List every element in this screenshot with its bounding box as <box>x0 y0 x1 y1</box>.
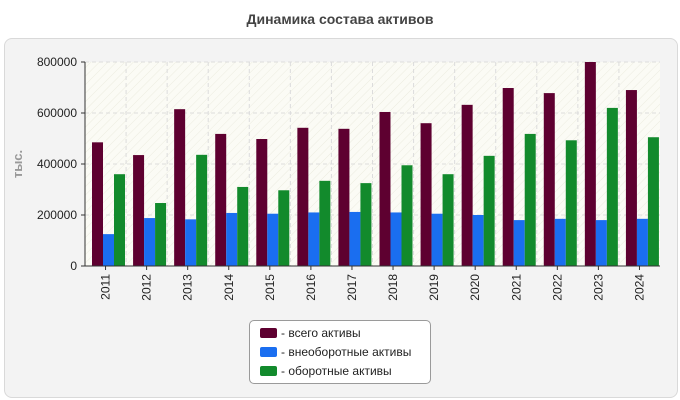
bar-current-2023 <box>606 107 618 267</box>
y-tick-label: 600000 <box>37 106 77 120</box>
bar-current-2016 <box>319 180 331 266</box>
legend-label-current: - оборотные активы <box>281 364 392 378</box>
x-tick-label: 2017 <box>345 274 359 301</box>
bar-current-2018 <box>401 165 413 266</box>
bar-total-2013 <box>174 109 186 266</box>
y-tick-label: 800000 <box>37 55 77 69</box>
y-tick-labels: 0 200000 400000 600000 800000 <box>37 55 85 273</box>
x-tick-label: 2012 <box>140 274 154 301</box>
legend-swatch-noncurrent <box>260 347 277 357</box>
legend-label-total: - всего активы <box>281 326 361 340</box>
grid-lines <box>85 61 660 266</box>
bar-current-2015 <box>278 190 290 266</box>
bar-total-2014 <box>215 133 227 266</box>
bar-noncurrent-2020 <box>472 215 484 266</box>
bar-total-2017 <box>338 128 350 266</box>
bar-noncurrent-2011 <box>103 234 114 266</box>
bar-total-2015 <box>256 139 268 266</box>
bar-total-2019 <box>420 123 432 266</box>
bar-total-2012 <box>133 155 145 266</box>
bar-current-2011 <box>114 174 125 266</box>
x-tick-label: 2015 <box>263 274 277 301</box>
x-tick-label: 2016 <box>304 274 318 301</box>
bar-total-2024 <box>625 90 637 266</box>
bar-noncurrent-2017 <box>349 211 361 266</box>
bar-noncurrent-2013 <box>185 219 197 266</box>
bar-noncurrent-2016 <box>308 212 320 266</box>
x-tick-label: 2024 <box>632 274 646 301</box>
x-tick-label: 2013 <box>181 274 195 301</box>
bar-total-2023 <box>584 62 596 266</box>
bar-noncurrent-2023 <box>595 220 607 266</box>
y-axis-label: тыс. <box>10 150 25 178</box>
bar-total-2016 <box>297 127 309 266</box>
y-tick-label: 200000 <box>37 208 77 222</box>
legend: - всего активы - внеоборотные активы - о… <box>249 320 431 384</box>
y-tick-label: 400000 <box>37 157 77 171</box>
bar-noncurrent-2024 <box>636 218 648 266</box>
bar-total-2018 <box>379 111 391 266</box>
bar-current-2022 <box>565 140 577 266</box>
bar-current-2019 <box>442 174 454 266</box>
x-tick-label: 2022 <box>550 274 564 301</box>
bar-noncurrent-2012 <box>144 218 156 266</box>
chart-title: Динамика состава активов <box>246 11 434 27</box>
bar-noncurrent-2018 <box>390 212 402 266</box>
bar-current-2024 <box>647 137 659 266</box>
x-tick-label: 2018 <box>386 274 400 301</box>
bar-noncurrent-2019 <box>431 213 443 266</box>
bar-noncurrent-2014 <box>226 212 238 266</box>
bar-total-2021 <box>502 88 514 266</box>
bar-total-2011 <box>92 142 103 266</box>
x-tick-label: 2021 <box>509 274 523 301</box>
legend-swatch-total <box>260 328 277 338</box>
bar-noncurrent-2022 <box>554 218 566 266</box>
bar-current-2013 <box>196 154 208 266</box>
bar-noncurrent-2021 <box>513 220 525 266</box>
legend-label-noncurrent: - внеоборотные активы <box>281 345 412 359</box>
legend-swatch-current <box>260 366 277 376</box>
x-tick-label: 2023 <box>591 274 605 301</box>
x-tick-label: 2019 <box>427 274 441 301</box>
bar-total-2022 <box>543 93 555 266</box>
x-tick-label: 2011 <box>99 274 113 300</box>
bar-current-2017 <box>360 183 372 266</box>
bars <box>92 62 659 267</box>
x-tick-label: 2014 <box>222 274 236 301</box>
x-tick-labels: 2011 2012 2013 2014 2015 2016 2017 2018 2019 2020… <box>99 266 646 301</box>
bar-current-2012 <box>155 203 167 266</box>
y-tick-label: 0 <box>70 259 77 273</box>
bar-noncurrent-2015 <box>267 213 279 266</box>
bar-total-2020 <box>461 104 473 266</box>
bar-current-2020 <box>483 155 495 266</box>
x-tick-label: 2020 <box>468 274 482 301</box>
bar-current-2021 <box>524 133 536 266</box>
bar-current-2014 <box>237 186 249 266</box>
